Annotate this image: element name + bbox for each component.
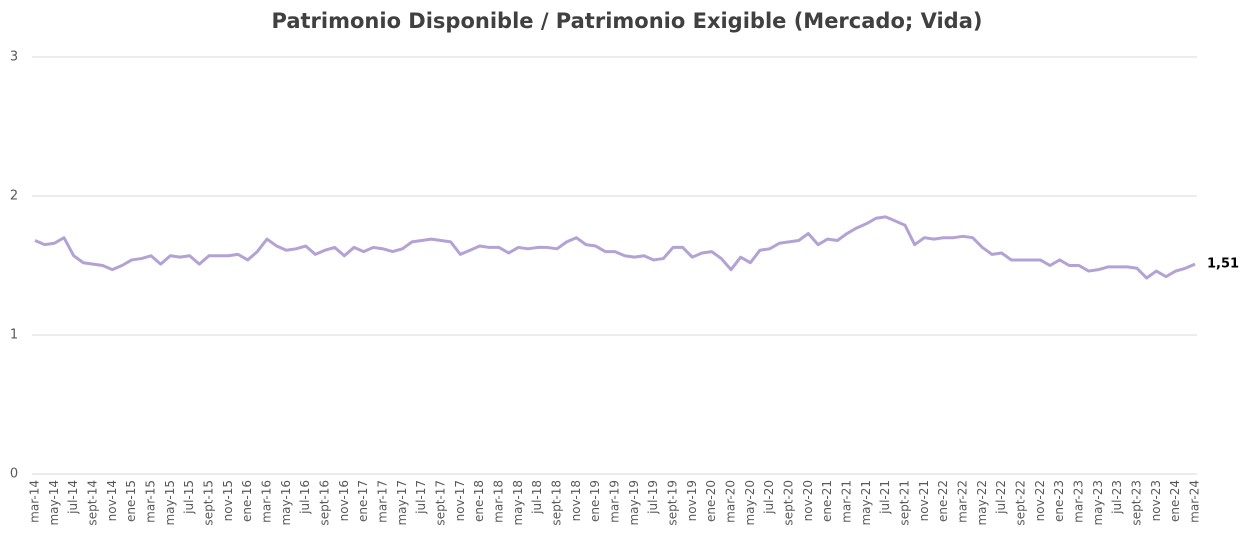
x-tick-label: sept-21 xyxy=(898,480,912,526)
x-tick-label: jul-19 xyxy=(646,480,660,515)
x-tick-label: ene-16 xyxy=(240,480,254,522)
x-tick-label: may-23 xyxy=(1091,480,1105,526)
x-tick-label: sept-14 xyxy=(86,480,100,526)
x-tick-label: ene-17 xyxy=(356,480,370,522)
x-tick-label: sept-19 xyxy=(666,480,680,526)
x-tick-label: jul-14 xyxy=(66,480,80,515)
y-tick-label: 1 xyxy=(10,328,18,343)
x-tick-label: nov-20 xyxy=(801,480,815,521)
x-tick-label: may-21 xyxy=(859,480,873,526)
x-tick-label: mar-23 xyxy=(1072,480,1086,523)
chart-title: Patrimonio Disponible / Patrimonio Exigi… xyxy=(272,9,983,33)
x-tick-label: may-19 xyxy=(627,480,641,526)
x-tick-label: sept-20 xyxy=(782,480,796,526)
x-tick-label: nov-17 xyxy=(453,480,467,521)
x-tick-label: ene-22 xyxy=(936,480,950,522)
x-tick-label: may-16 xyxy=(279,480,293,526)
x-tick-label: ene-15 xyxy=(124,480,138,522)
x-tick-label: sept-16 xyxy=(318,480,332,526)
x-tick-label: mar-20 xyxy=(724,480,738,523)
x-tick-label: sept-22 xyxy=(1014,480,1028,526)
y-tick-label: 3 xyxy=(10,50,18,65)
x-tick-label: mar-21 xyxy=(840,480,854,523)
x-tick-label: mar-16 xyxy=(260,480,274,523)
x-tick-label: mar-14 xyxy=(28,480,42,523)
x-tick-label: ene-18 xyxy=(472,480,486,522)
x-tick-label: jul-22 xyxy=(994,480,1008,515)
x-tick-label: sept-23 xyxy=(1130,480,1144,526)
x-tick-label: nov-14 xyxy=(105,480,119,521)
x-tick-label: jul-23 xyxy=(1110,480,1124,515)
line-series xyxy=(34,215,1196,280)
x-tick-label: nov-22 xyxy=(1033,480,1047,521)
x-tick-label: jul-15 xyxy=(182,480,196,515)
x-tick-label: mar-17 xyxy=(376,480,390,523)
x-tick-label: nov-19 xyxy=(685,480,699,521)
x-tick-label: may-15 xyxy=(163,480,177,526)
x-tick-label: jul-17 xyxy=(414,480,428,515)
x-tick-label: nov-21 xyxy=(917,480,931,521)
x-tick-label: mar-24 xyxy=(1188,480,1202,523)
x-tick-label: nov-23 xyxy=(1149,480,1163,521)
x-tick-label: mar-15 xyxy=(144,480,158,523)
x-tick-label: mar-19 xyxy=(608,480,622,523)
x-tick-label: ene-19 xyxy=(588,480,602,522)
x-tick-label: ene-23 xyxy=(1052,480,1066,522)
x-tick-label: may-18 xyxy=(511,480,525,526)
x-tick-label: nov-15 xyxy=(221,480,235,521)
x-tick-label: jul-20 xyxy=(762,480,776,515)
x-tick-label: mar-18 xyxy=(492,480,506,523)
data-label: 1,51 xyxy=(1207,257,1239,272)
x-tick-label: jul-21 xyxy=(878,480,892,515)
x-tick-label: ene-21 xyxy=(820,480,834,522)
y-tick-label: 2 xyxy=(10,189,18,204)
x-tick-label: ene-20 xyxy=(704,480,718,522)
x-tick-label: may-17 xyxy=(395,480,409,526)
x-tick-label: sept-18 xyxy=(550,480,564,526)
x-tick-label: ene-24 xyxy=(1168,480,1182,522)
x-tick-label: may-20 xyxy=(743,480,757,526)
x-tick-label: sept-17 xyxy=(434,480,448,526)
y-tick-label: 0 xyxy=(10,467,18,482)
x-tick-label: jul-16 xyxy=(298,480,312,515)
x-tick-label: sept-15 xyxy=(202,480,216,526)
x-tick-label: mar-22 xyxy=(956,480,970,523)
x-tick-label: jul-18 xyxy=(530,480,544,515)
x-tick-label: nov-16 xyxy=(337,480,351,521)
x-tick-label: may-22 xyxy=(975,480,989,526)
x-tick-label: nov-18 xyxy=(569,480,583,521)
x-tick-label: may-14 xyxy=(47,480,61,526)
